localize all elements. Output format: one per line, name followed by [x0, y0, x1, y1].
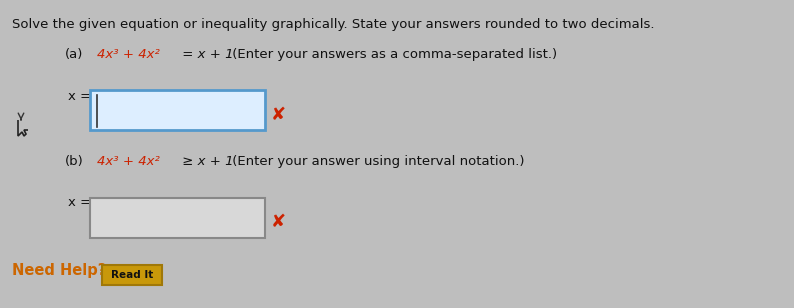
Text: (Enter your answer using interval notation.): (Enter your answer using interval notati…	[228, 155, 525, 168]
Text: Read It: Read It	[111, 270, 153, 280]
Bar	[90, 90, 265, 130]
Text: x =: x =	[68, 90, 91, 103]
Text: (b): (b)	[65, 155, 83, 168]
Text: (Enter your answers as a comma-separated list.): (Enter your answers as a comma-separated…	[228, 48, 557, 61]
Text: Solve the given equation or inequality graphically. State your answers rounded t: Solve the given equation or inequality g…	[12, 18, 654, 31]
Bar	[90, 198, 265, 238]
Text: 4x³ + 4x²: 4x³ + 4x²	[97, 155, 160, 168]
Text: 4x³ + 4x²: 4x³ + 4x²	[97, 48, 160, 61]
Text: ✘: ✘	[271, 213, 286, 231]
Text: x =: x =	[68, 196, 91, 209]
Bar	[102, 265, 162, 285]
Text: Need Help?: Need Help?	[12, 263, 106, 278]
Text: (a): (a)	[65, 48, 83, 61]
Text: ✘: ✘	[271, 106, 286, 124]
Text: ≥ x + 1: ≥ x + 1	[178, 155, 233, 168]
Text: = x + 1: = x + 1	[178, 48, 233, 61]
